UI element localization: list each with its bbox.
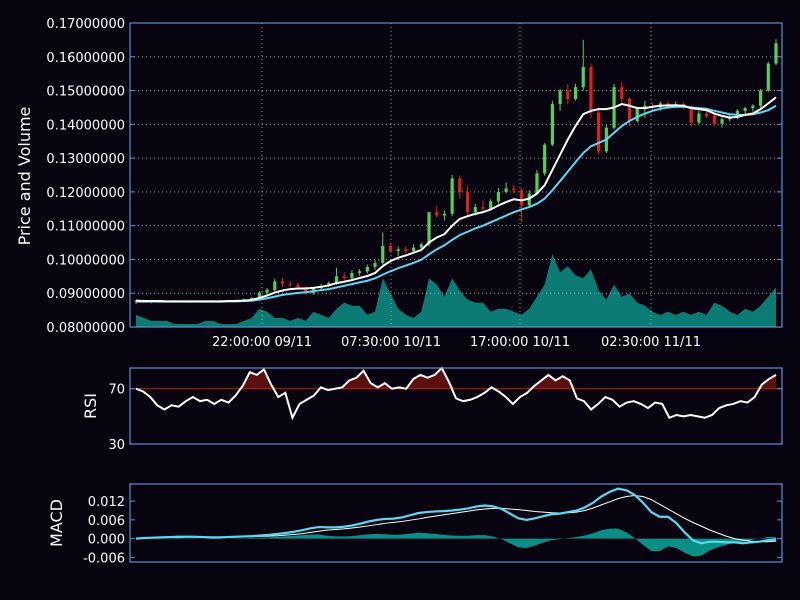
candle-body: [620, 87, 624, 99]
candle-body: [396, 249, 400, 251]
candle-body: [388, 245, 393, 251]
candle-body: [411, 247, 416, 251]
candle-body: [250, 297, 254, 300]
candle-body: [766, 63, 770, 91]
price-ytick-label: 0.08000000: [46, 321, 125, 336]
price-ytick-label: 0.10000000: [46, 253, 125, 268]
candle-body: [635, 109, 639, 121]
price-ytick-label: 0.09000000: [46, 287, 125, 302]
candle-body: [373, 262, 377, 267]
candle-body: [751, 105, 755, 109]
candle-body: [712, 115, 716, 124]
ma-fast-line: [135, 96, 777, 303]
candle-body: [257, 292, 261, 298]
candle-body: [280, 281, 285, 284]
candle-body: [427, 212, 431, 245]
candle-body: [365, 266, 369, 272]
candle-body: [627, 99, 632, 121]
candle-body: [458, 178, 462, 192]
macd-ytick-label: -0.006: [83, 551, 125, 566]
candle-body: [273, 281, 277, 290]
candle-body: [705, 113, 709, 116]
price-xtick-label: 22:00:00 09/11: [212, 335, 312, 350]
candle-body: [774, 43, 778, 64]
candle-body: [597, 112, 601, 152]
candle-body: [558, 90, 562, 105]
price-xtick-label: 17:00:00 10/11: [470, 335, 570, 350]
rsi-line: [135, 366, 777, 421]
candle-body: [288, 283, 292, 285]
candle-body: [358, 271, 362, 273]
price-xtick-label: 02:30:00 11/11: [601, 335, 701, 350]
candle-body: [404, 249, 408, 251]
macd-line: [135, 487, 777, 545]
rsi-ytick-label: 30: [108, 438, 125, 453]
price-volume-ylabel: Price and Volume: [15, 107, 34, 246]
rsi-panel-frame: [129, 367, 783, 445]
candle-body: [689, 107, 693, 123]
candle-body: [296, 284, 300, 288]
candle-body: [450, 178, 454, 214]
candle-body: [512, 188, 516, 191]
candle-body: [535, 173, 539, 194]
price-xtick-label: 07:30:00 10/11: [341, 335, 441, 350]
candle-body: [550, 104, 554, 145]
price-ytick-label: 0.16000000: [46, 51, 125, 66]
candle-body: [581, 66, 585, 88]
rsi-overbought-fill: [136, 368, 776, 389]
rsi-ytick-label: 70: [108, 383, 125, 398]
candle-body: [720, 119, 724, 124]
price-volume-panel: 0.08000000 0.09000000 0.10000000 0.11000000…: [46, 17, 783, 350]
candle-body: [342, 276, 346, 279]
candle-body: [496, 191, 501, 202]
price-ytick-label: 0.12000000: [46, 186, 125, 201]
candle-body: [435, 212, 439, 216]
candle-body: [519, 190, 524, 206]
price-ytick-label: 0.14000000: [46, 118, 125, 133]
macd-panel: 0.012 0.006 0.000 -0.006: [83, 483, 783, 566]
macd-ytick-label: 0.006: [88, 514, 125, 529]
price-ytick-label: 0.17000000: [46, 17, 125, 32]
macd-ytick-label: 0.012: [88, 495, 125, 510]
candle-body: [473, 207, 477, 213]
candle-body: [419, 244, 423, 248]
candle-body: [481, 207, 485, 209]
candle-body: [543, 144, 547, 174]
candle-body: [697, 113, 701, 123]
candle-body: [758, 90, 763, 106]
volume-area: [136, 254, 776, 327]
candle-body: [465, 191, 470, 213]
macd-panel-frame: [129, 483, 783, 563]
price-ytick-label: 0.15000000: [46, 85, 125, 100]
candle-body: [381, 245, 385, 263]
candle-body: [489, 201, 493, 209]
candle-body: [566, 90, 570, 99]
rsi-panel: 30 70: [108, 366, 783, 453]
price-ytick-label: 0.11000000: [46, 220, 125, 235]
macd-histogram-area: [136, 528, 776, 557]
price-panel-frame: [129, 22, 783, 328]
candle-body: [350, 272, 354, 279]
macd-ytick-label: 0.000: [88, 533, 125, 548]
rsi-ylabel: RSI: [81, 393, 100, 419]
candle-body: [334, 276, 339, 284]
candle-body: [304, 287, 308, 294]
price-ytick-label: 0.13000000: [46, 152, 125, 167]
candle-body: [589, 66, 593, 113]
candle-body: [743, 108, 747, 111]
candle-body: [573, 87, 578, 99]
macd-ylabel: MACD: [47, 499, 66, 547]
candle-body: [442, 213, 447, 216]
candle-body: [504, 188, 508, 192]
candle-body: [265, 289, 269, 293]
